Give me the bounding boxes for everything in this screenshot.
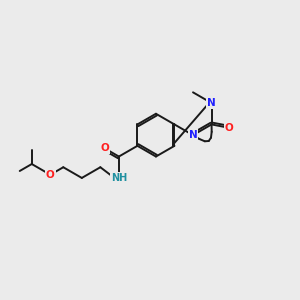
Text: O: O: [46, 170, 55, 180]
Text: N: N: [189, 130, 197, 140]
Text: NH: NH: [111, 173, 127, 183]
Text: N: N: [207, 98, 216, 108]
Text: O: O: [225, 123, 233, 133]
Text: O: O: [100, 143, 109, 153]
